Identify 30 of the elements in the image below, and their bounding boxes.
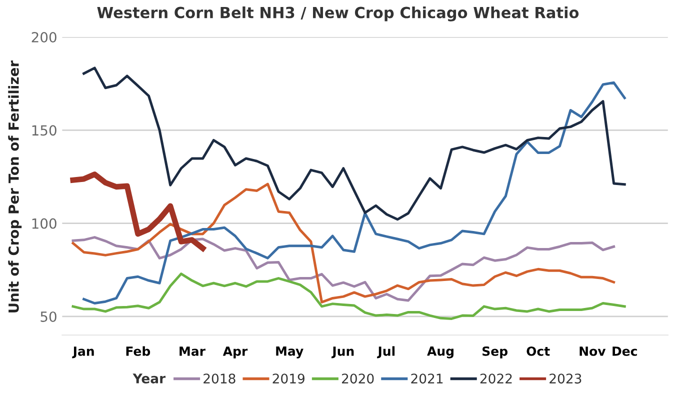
x-tick-label: May [276,346,304,358]
legend-label: 2020 [342,374,374,384]
x-tick-label: Dec [612,346,637,356]
x-tick-label: Mar [180,346,206,356]
y-tick-label: 200 [32,32,56,42]
legend-label: 2021 [411,374,443,384]
y-tick-label: 50 [40,311,56,322]
y-axis-title: Unit of Crop Per Ton of Fertilizer [8,60,22,312]
x-tick-label: Jun [331,346,354,358]
chart-title: Western Corn Belt NH3 / New Crop Chicago Wheat Ratio [97,6,579,22]
legend-title: Year [132,374,166,384]
x-tick-label: Sep [482,346,508,358]
legend-label: 2019 [272,374,304,384]
x-tick-label: Aug [427,346,454,358]
legend-label: 2022 [480,374,512,384]
x-tick-label: Feb [126,346,150,356]
line-series [72,182,616,304]
x-tick-label: Nov [580,346,606,356]
line-series [82,66,626,221]
x-tick-label: Jul [377,346,395,358]
x-tick-label: Jan [72,346,94,358]
x-tick-label: Apr [222,346,248,358]
y-tick-label: 100 [32,218,56,229]
x-tick-label: Oct [526,346,550,356]
line-series [72,236,616,302]
line-series [72,272,626,320]
y-tick-label: 150 [32,125,56,136]
legend-label: 2023 [550,374,582,384]
legend-label: 2018 [204,374,236,384]
line-series [82,81,626,305]
